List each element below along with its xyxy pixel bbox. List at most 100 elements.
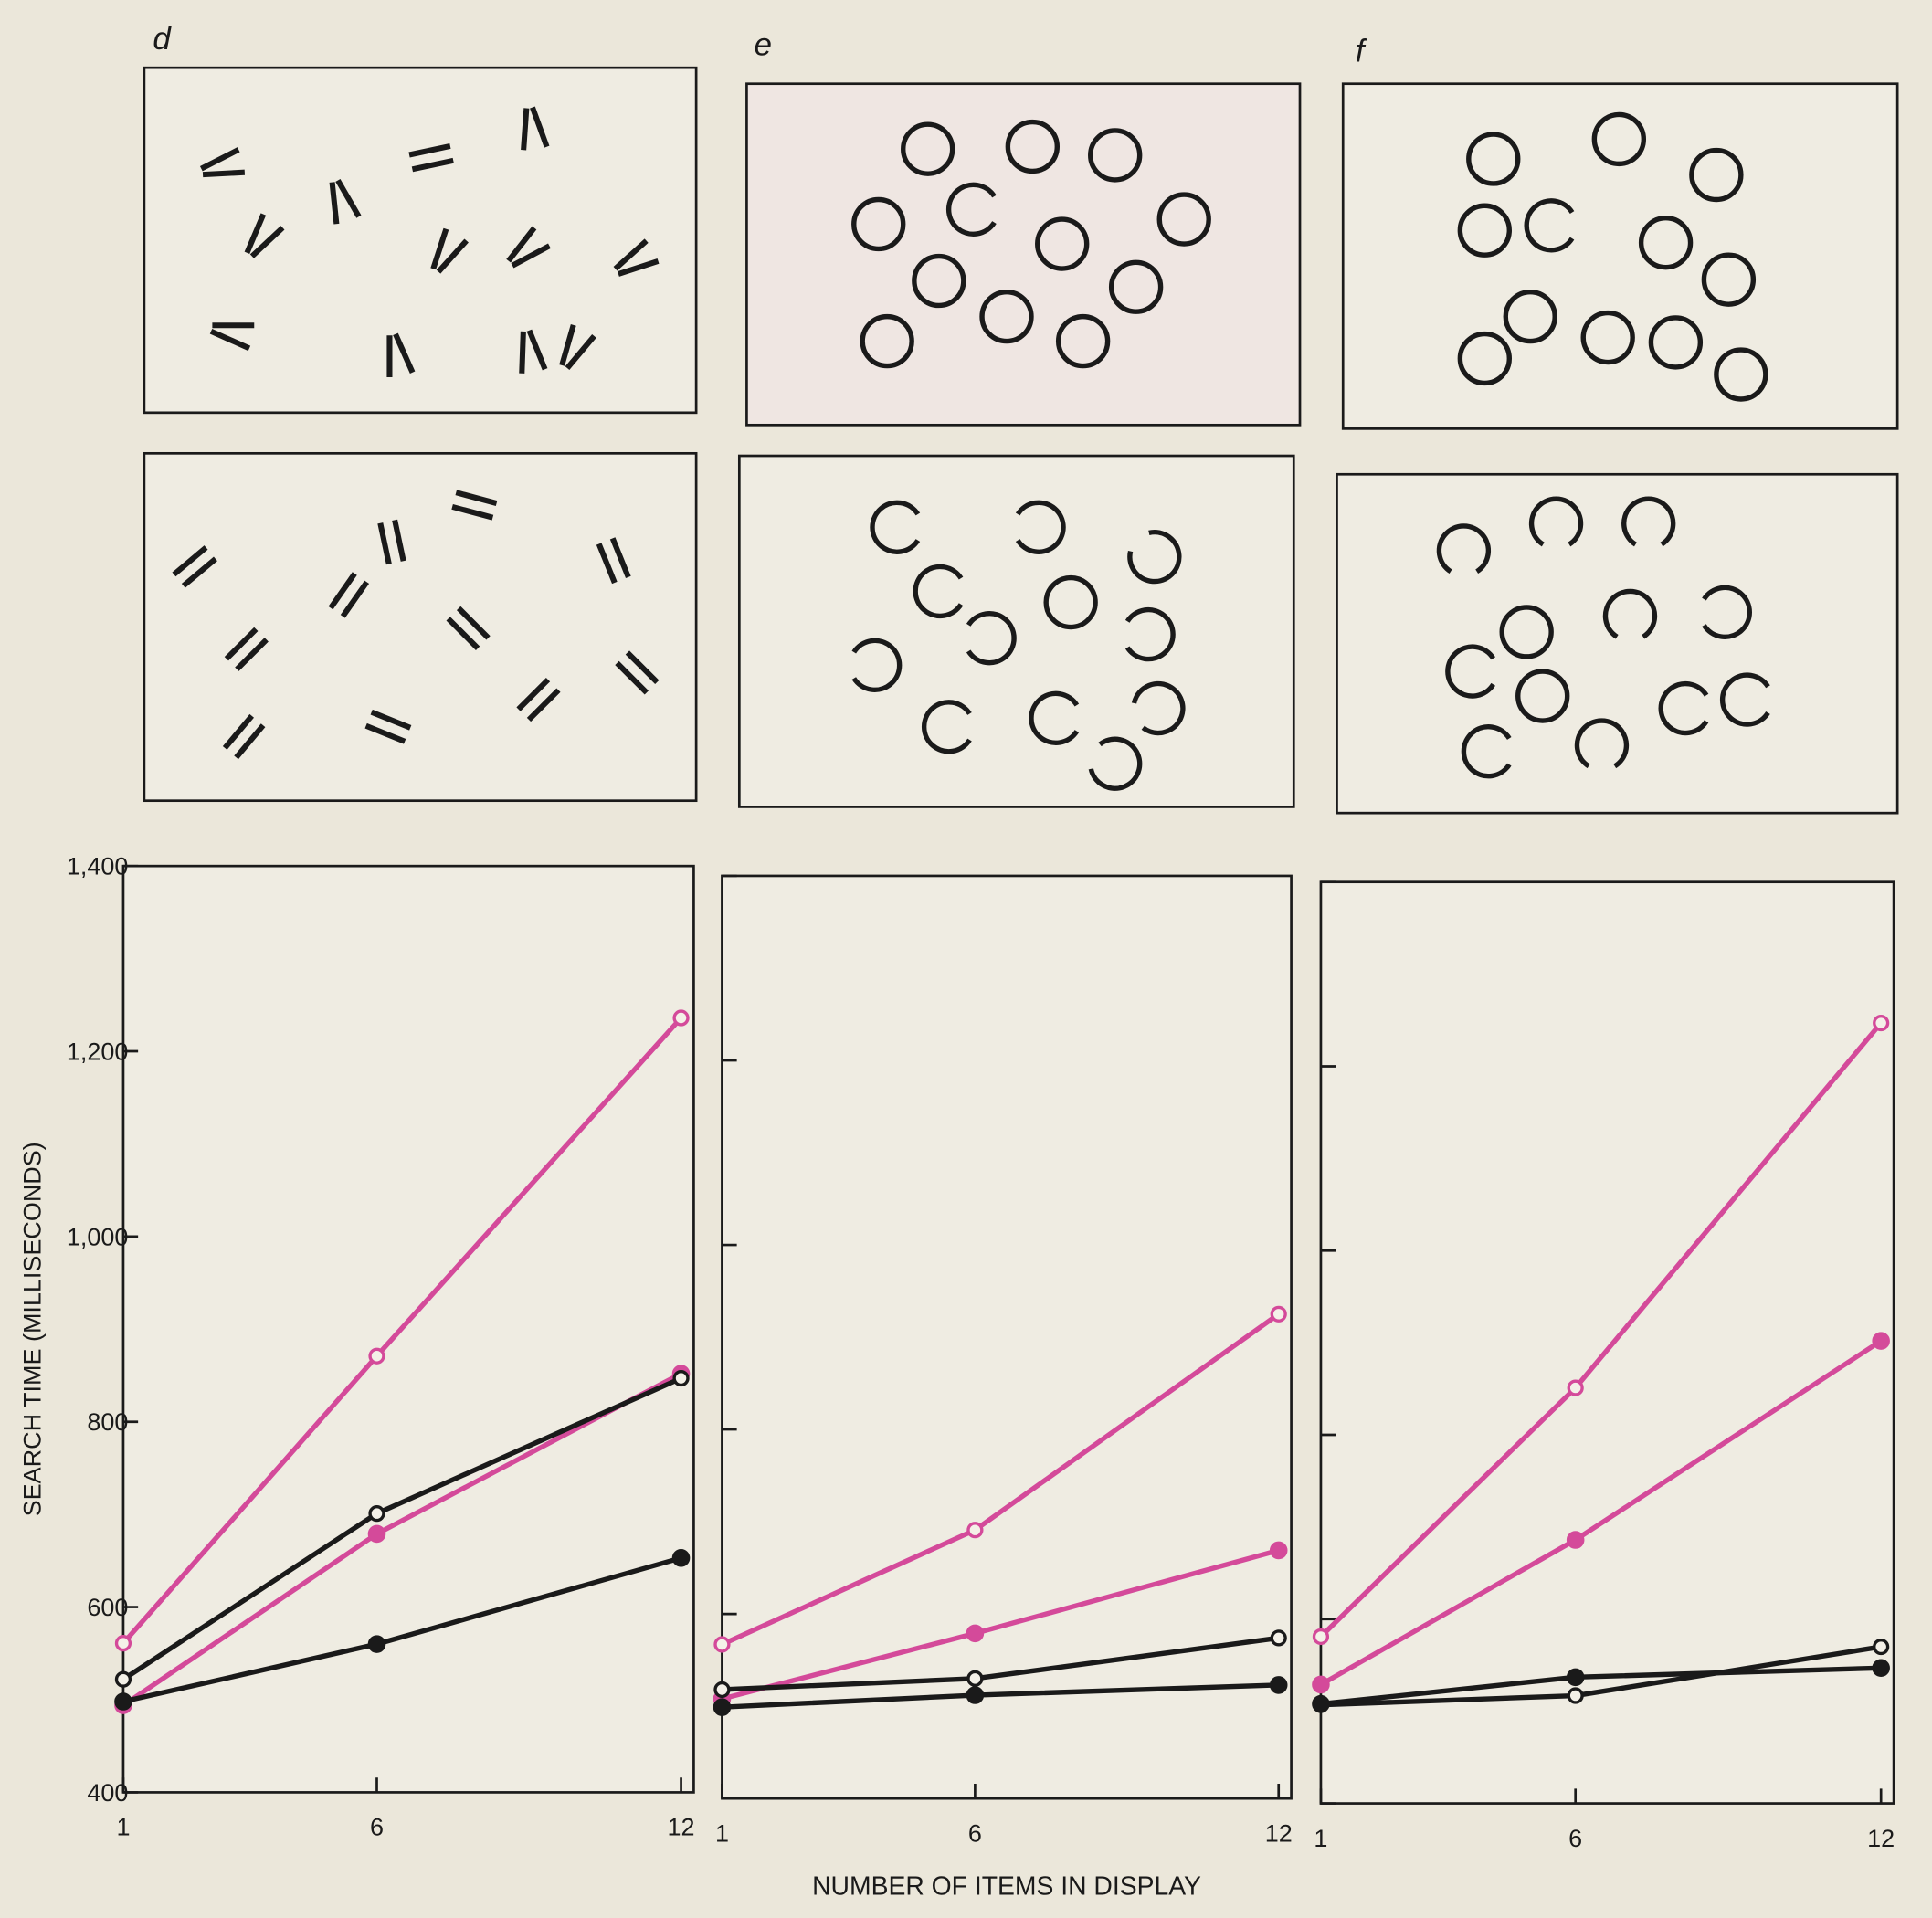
x-tick-label: 1: [116, 1814, 130, 1841]
stimulus-item: [329, 182, 340, 225]
stimulus-item: [1466, 132, 1521, 186]
stimulus-item: [1457, 203, 1512, 258]
stimulus-item: [912, 253, 966, 309]
stimulus-item: [1088, 128, 1143, 183]
stimulus-item: [625, 650, 660, 685]
stimulus-item: [1524, 198, 1575, 253]
panel-label: e: [755, 27, 773, 63]
stimulus-item: [565, 333, 596, 371]
data-point: [713, 1636, 731, 1653]
data-point: [114, 1635, 132, 1652]
stimulus-item: [1720, 672, 1770, 727]
stimulus-item: [172, 545, 208, 577]
stimulus-item: [1445, 644, 1495, 699]
stimulus-item: [979, 289, 1034, 344]
stimulus-item: [913, 564, 964, 618]
data-point: [713, 1681, 731, 1699]
stimulus-item: [870, 500, 921, 554]
plot-frame: [721, 874, 1293, 1800]
data-point: [1873, 1638, 1890, 1656]
stimulus-item: [1015, 500, 1066, 554]
stimulus-item: [1689, 147, 1744, 203]
data-point: [713, 1698, 732, 1716]
y-tick-label: 800: [87, 1408, 128, 1436]
data-point: [1269, 1676, 1288, 1694]
x-tick-label: 12: [668, 1814, 695, 1841]
y-axis-label: SEARCH TIME (MILLISECONDS): [19, 1142, 47, 1516]
stimulus-item: [235, 638, 269, 671]
stimulus-item: [530, 106, 550, 148]
stimulus-item: [1088, 736, 1143, 791]
stimulus-item: [340, 580, 370, 618]
stimulus-item: [364, 722, 406, 744]
stimulus-panel: [143, 66, 698, 415]
panel-label: d: [153, 21, 172, 57]
data-point: [1312, 1675, 1330, 1694]
stimulus-item: [1108, 259, 1164, 314]
stimulus-item: [860, 313, 914, 369]
data-point: [1312, 1694, 1330, 1713]
stimulus-item: [615, 660, 649, 695]
stimulus-item: [1156, 192, 1211, 247]
stimulus-item: [209, 328, 251, 352]
data-point: [966, 1522, 984, 1539]
stimulus-item: [335, 178, 362, 218]
data-point: [1872, 1659, 1890, 1678]
y-tick-label: 400: [87, 1779, 128, 1807]
data-point: [966, 1624, 985, 1643]
stimulus-item: [234, 723, 266, 760]
stimulus-item: [516, 678, 551, 711]
stimulus-item: [1461, 724, 1512, 779]
stimulus-item: [202, 169, 246, 178]
data-point: [1270, 1305, 1287, 1323]
stimulus-item: [851, 196, 906, 252]
stimulus-item: [446, 616, 480, 650]
stimulus-item: [1638, 216, 1694, 270]
stimulus-item: [596, 543, 618, 585]
stimulus-item: [966, 611, 1017, 666]
y-tick-label: 600: [87, 1594, 128, 1621]
stimulus-item: [1702, 585, 1752, 639]
stimulus-item: [613, 238, 649, 271]
data-point: [1269, 1541, 1288, 1560]
panel-label: f: [1356, 33, 1367, 68]
stimulus-item: [1499, 605, 1554, 659]
data-point: [1873, 1014, 1890, 1032]
stimulus-item: [411, 157, 454, 173]
stimulus-panel: [1341, 82, 1899, 430]
stimulus-item: [1131, 680, 1186, 736]
data-point: [1566, 1668, 1585, 1687]
stimulus-item: [1457, 331, 1512, 386]
stimulus-item: [1580, 310, 1635, 365]
stimulus-item: [328, 572, 357, 610]
stimulus-item: [244, 213, 267, 254]
data-point: [966, 1670, 984, 1687]
stimulus-item: [1701, 252, 1757, 307]
data-point: [1567, 1687, 1584, 1704]
stimulus-item: [436, 238, 469, 274]
stimulus-item: [1043, 574, 1098, 630]
y-tick-label: 1,000: [67, 1223, 129, 1250]
stimulus-item: [1602, 588, 1658, 639]
x-tick-label: 1: [715, 1819, 729, 1847]
stimulus-item: [1621, 496, 1676, 547]
stimulus-item: [526, 329, 548, 371]
x-tick-label: 6: [370, 1814, 384, 1841]
stimulus-item: [456, 606, 491, 640]
stimulus-item: [609, 537, 631, 579]
stimulus-item: [455, 490, 498, 507]
stimulus-item: [377, 522, 392, 565]
stimulus-item: [1436, 523, 1491, 574]
data-point: [1566, 1531, 1585, 1549]
stimulus-item: [946, 182, 997, 237]
x-tick-label: 6: [1568, 1825, 1582, 1852]
data-point: [1312, 1628, 1330, 1646]
data-point: [1567, 1379, 1584, 1396]
data-point: [671, 1549, 691, 1567]
stimulus-item: [249, 226, 285, 258]
stimulus-item: [430, 227, 449, 270]
data-point: [1872, 1332, 1890, 1350]
x-tick-label: 6: [968, 1819, 982, 1847]
stimulus-panel: [143, 451, 698, 803]
